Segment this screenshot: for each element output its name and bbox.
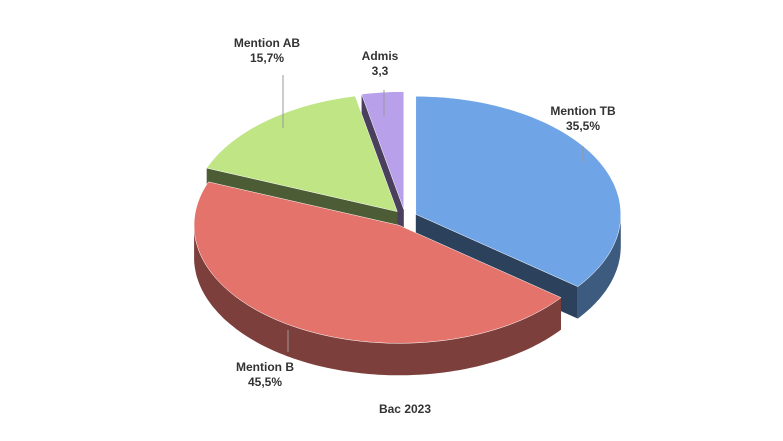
slice <box>361 91 405 210</box>
value-label: 15,7% <box>250 51 284 65</box>
slice-side <box>194 225 561 376</box>
slice-side <box>577 214 621 319</box>
slice-label: Admis <box>362 49 399 63</box>
slice-label: Mention B <box>236 360 294 374</box>
slice-label: Mention AB <box>234 36 301 50</box>
chart-title: Bac 2023 <box>379 402 431 416</box>
slice <box>415 96 622 287</box>
slice <box>193 181 562 344</box>
slice-label: Mention TB <box>550 104 616 118</box>
value-label: 3,3 <box>372 64 389 78</box>
value-label: 45,5% <box>248 375 282 389</box>
value-label: 35,5% <box>566 119 600 133</box>
slice <box>206 95 398 212</box>
